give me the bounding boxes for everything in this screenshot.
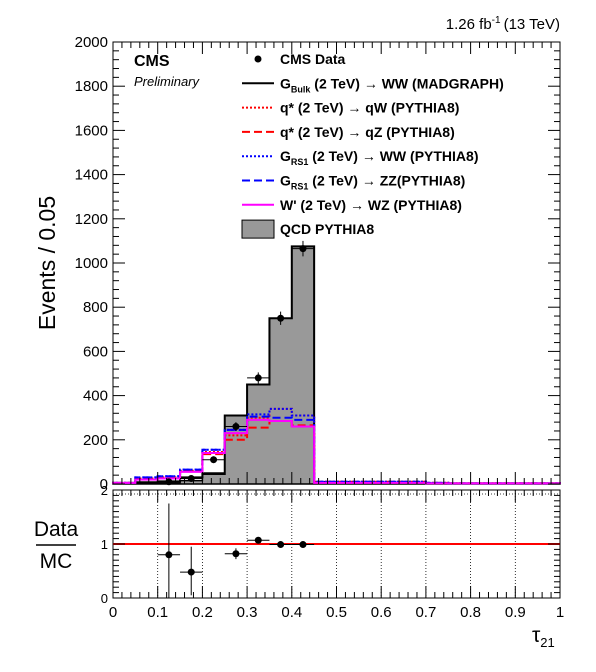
main-ytick-label: 600 bbox=[83, 343, 108, 360]
data-point-6 bbox=[299, 245, 307, 253]
ratio-ylabel-denominator: MC bbox=[40, 550, 73, 573]
legend-label: W' (2 TeV) → WZ (PYTHIA8) bbox=[280, 197, 462, 213]
main-ytick-label: 0 bbox=[100, 476, 108, 493]
legend-swatch bbox=[241, 219, 275, 239]
xtick-label: 0.3 bbox=[237, 604, 258, 621]
preliminary-label: Preliminary bbox=[134, 74, 201, 89]
cms-label: CMS bbox=[134, 53, 170, 70]
data-point-2 bbox=[210, 456, 218, 464]
ratio-point-5 bbox=[299, 541, 307, 549]
legend-entry-6: W' (2 TeV) → WZ (PYTHIA8) bbox=[242, 197, 462, 213]
xtick-label: 0.1 bbox=[147, 604, 168, 621]
ratio-points bbox=[157, 503, 315, 598]
x-axis-label: τ21 bbox=[532, 624, 555, 650]
ratio-ytick-label: 1 bbox=[101, 537, 108, 552]
main-ytick-label: 1600 bbox=[75, 122, 108, 139]
xtick-label: 0.2 bbox=[192, 604, 213, 621]
ratio-point-1 bbox=[187, 568, 195, 576]
xtick-label: 0.9 bbox=[505, 604, 526, 621]
legend-entry-0: CMS Data bbox=[254, 51, 346, 67]
ratio-ytick-label: 2 bbox=[101, 483, 108, 498]
legend: CMS Data GBulk (2 TeV) → WW (MADGRAPH) q* … bbox=[241, 51, 504, 239]
main-ytick-label: 400 bbox=[83, 388, 108, 405]
legend-label: QCD PYTHIA8 bbox=[280, 221, 374, 237]
ratio-panel: 0 1 2 0 0.1 0.2 0.3 0.4 0.5 0.6 0.7 0.8 0.9 1 Data M… bbox=[34, 483, 564, 650]
legend-entry-3: q* (2 TeV) → qZ (PYTHIA8) bbox=[242, 124, 455, 140]
main-ytick-label: 1200 bbox=[75, 211, 108, 228]
signal-histograms bbox=[112, 245, 561, 485]
x-axis-ticks: 0 0.1 0.2 0.3 0.4 0.5 0.6 0.7 0.8 0.9 1 bbox=[109, 490, 564, 621]
main-ytick-label: 1800 bbox=[75, 78, 108, 95]
data-point-3 bbox=[232, 423, 240, 431]
signal-line-5 bbox=[112, 418, 561, 485]
xtick-label: 0 bbox=[109, 604, 117, 621]
legend-label: q* (2 TeV) → qW (PYTHIA8) bbox=[280, 100, 459, 116]
xtick-label: 1 bbox=[556, 604, 564, 621]
qcd-fill bbox=[112, 245, 561, 485]
legend-entry-7: QCD PYTHIA8 bbox=[241, 219, 374, 239]
y-axis-label: Events / 0.05 bbox=[34, 196, 60, 330]
legend-label: CMS Data bbox=[280, 51, 346, 67]
main-ytick-label: 2000 bbox=[75, 34, 108, 51]
ratio-point-3 bbox=[254, 536, 262, 544]
main-ytick-label: 1000 bbox=[75, 255, 108, 272]
legend-marker bbox=[254, 55, 262, 63]
legend-entry-5: GRS1 (2 TeV) → ZZ(PYTHIA8) bbox=[242, 173, 465, 192]
xtick-label: 0.5 bbox=[326, 604, 347, 621]
xtick-label: 0.4 bbox=[281, 604, 302, 621]
main-histogram-panel: 0 200 400 600 800 1000 1200 1400 1600 1800 2000 Ev… bbox=[34, 34, 561, 493]
main-ytick-label: 800 bbox=[83, 299, 108, 316]
main-y-axis-ticks: 0 200 400 600 800 1000 1200 1400 1600 1800 2000 bbox=[75, 34, 561, 493]
xtick-label: 0.6 bbox=[371, 604, 392, 621]
legend-entry-1: GBulk (2 TeV) → WW (MADGRAPH) bbox=[242, 75, 504, 94]
legend-entry-4: GRS1 (2 TeV) → WW (PYTHIA8) bbox=[242, 148, 478, 167]
ratio-y-axis-ticks: 0 1 2 bbox=[101, 483, 560, 606]
data-point-5 bbox=[277, 314, 285, 322]
ratio-ytick-label: 0 bbox=[101, 591, 108, 606]
xtick-label: 0.8 bbox=[460, 604, 481, 621]
legend-label: GRS1 (2 TeV) → ZZ(PYTHIA8) bbox=[280, 173, 465, 192]
main-ytick-label: 200 bbox=[83, 432, 108, 449]
ratio-point-0 bbox=[165, 551, 173, 559]
legend-label: GBulk (2 TeV) → WW (MADGRAPH) bbox=[280, 75, 504, 94]
legend-label: q* (2 TeV) → qZ (PYTHIA8) bbox=[280, 124, 455, 140]
ratio-ylabel-numerator: Data bbox=[34, 518, 79, 541]
qcd-histogram bbox=[112, 245, 561, 485]
signal-line-0 bbox=[112, 245, 561, 485]
luminosity-label: 1.26 fb-1 (13 TeV) bbox=[446, 15, 560, 33]
data-point-4 bbox=[254, 374, 262, 382]
legend-entry-2: q* (2 TeV) → qW (PYTHIA8) bbox=[242, 100, 459, 116]
legend-label: GRS1 (2 TeV) → WW (PYTHIA8) bbox=[280, 148, 478, 167]
xtick-label: 0.7 bbox=[415, 604, 436, 621]
ratio-point-4 bbox=[277, 541, 285, 549]
ratio-point-2 bbox=[232, 550, 240, 558]
main-ytick-label: 1400 bbox=[75, 167, 108, 184]
